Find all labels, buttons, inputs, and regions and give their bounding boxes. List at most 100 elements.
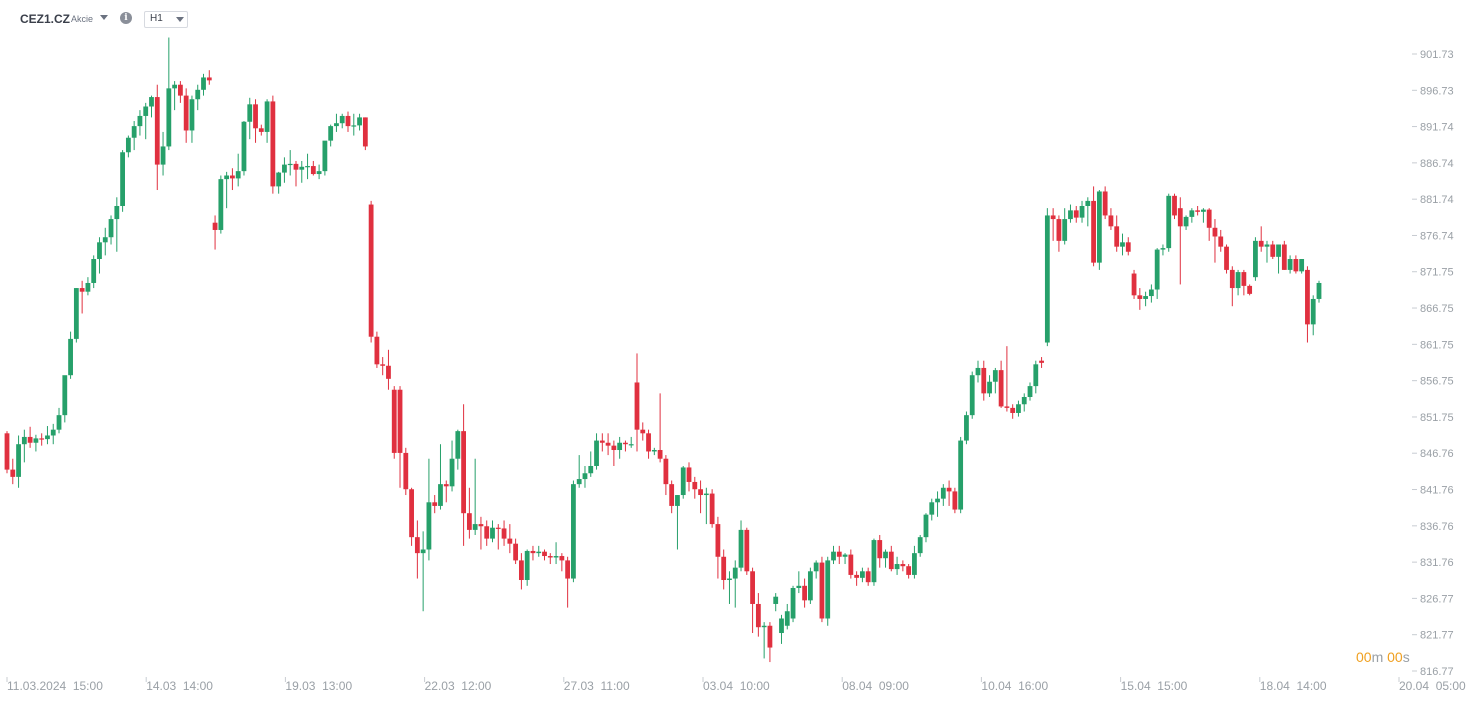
candle-body-down[interactable]: [888, 551, 894, 570]
candle-body-up[interactable]: [68, 338, 73, 376]
candle-body-down[interactable]: [513, 543, 519, 561]
candle-body-down[interactable]: [611, 445, 617, 451]
candle-body-down[interactable]: [1177, 208, 1183, 227]
candle-body-up[interactable]: [536, 551, 542, 554]
candle-body-down[interactable]: [230, 175, 235, 179]
candle-body-down[interactable]: [952, 491, 958, 510]
candle-body-down[interactable]: [542, 551, 547, 557]
candle-body-up[interactable]: [588, 465, 594, 474]
candle-body-up[interactable]: [102, 237, 108, 243]
candle-body-down[interactable]: [657, 450, 663, 459]
candle-body-up[interactable]: [357, 117, 362, 126]
candle-body-down[interactable]: [848, 554, 854, 575]
candle-body-up[interactable]: [172, 84, 178, 89]
candle-body-up[interactable]: [912, 553, 917, 575]
candle-body-up[interactable]: [1143, 296, 1149, 299]
candle-body-up[interactable]: [73, 288, 79, 339]
candle-body-down[interactable]: [715, 524, 721, 557]
candle-body-down[interactable]: [1281, 244, 1287, 270]
candle-body-up[interactable]: [883, 551, 888, 559]
candle-body-down[interactable]: [802, 585, 808, 601]
candle-body-up[interactable]: [571, 484, 576, 579]
candle-body-up[interactable]: [940, 487, 946, 499]
candle-body-up[interactable]: [241, 121, 247, 172]
candle-body-up[interactable]: [449, 458, 455, 487]
candle-body-down[interactable]: [755, 603, 761, 628]
candle-body-up[interactable]: [201, 77, 206, 90]
candle-body-down[interactable]: [443, 484, 449, 487]
candle-body-down[interactable]: [466, 513, 472, 530]
candle-body-down[interactable]: [461, 431, 466, 514]
candle-body-down[interactable]: [1039, 360, 1044, 363]
candle-body-up[interactable]: [276, 172, 282, 187]
candle-body-up[interactable]: [929, 502, 935, 515]
candle-body-up[interactable]: [923, 514, 929, 538]
candle-body-down[interactable]: [270, 101, 276, 187]
candle-body-down[interactable]: [39, 438, 45, 440]
candle-body-up[interactable]: [97, 242, 102, 260]
candle-body-up[interactable]: [426, 502, 432, 550]
candle-body-up[interactable]: [790, 587, 796, 619]
candle-body-down[interactable]: [750, 571, 755, 604]
candle-body-up[interactable]: [490, 527, 495, 539]
candle-body-up[interactable]: [773, 596, 779, 604]
candle-body-down[interactable]: [599, 440, 605, 443]
candle-body-down[interactable]: [623, 442, 628, 445]
candle-body-down[interactable]: [495, 527, 501, 529]
candle-body-up[interactable]: [1062, 219, 1068, 241]
candle-body-up[interactable]: [807, 571, 813, 601]
candle-body-down[interactable]: [1241, 272, 1247, 286]
timeframe-select[interactable]: H1: [144, 11, 188, 28]
candle-body-up[interactable]: [143, 106, 149, 116]
candle-body-up[interactable]: [45, 435, 50, 440]
candle-body-up[interactable]: [1016, 404, 1021, 413]
candle-body-down[interactable]: [258, 128, 264, 132]
candle-body-down[interactable]: [646, 433, 651, 452]
candle-body-down[interactable]: [854, 574, 860, 578]
candle-body-down[interactable]: [547, 556, 553, 558]
candle-body-up[interactable]: [831, 551, 836, 561]
candle-body-up[interactable]: [189, 99, 195, 131]
candle-body-up[interactable]: [813, 562, 819, 572]
candle-body-up[interactable]: [576, 479, 582, 485]
candle-body-down[interactable]: [478, 524, 484, 527]
candle-body-up[interactable]: [1085, 200, 1091, 206]
candle-body-down[interactable]: [507, 538, 513, 544]
candle-body-up[interactable]: [796, 585, 802, 588]
candle-body-up[interactable]: [1201, 209, 1206, 212]
candle-body-down[interactable]: [819, 562, 825, 619]
candle-body-down[interactable]: [1073, 210, 1079, 218]
candle-body-down[interactable]: [640, 429, 646, 434]
candle-body-down[interactable]: [669, 484, 675, 506]
candle-body-down[interactable]: [154, 97, 160, 165]
candle-body-down[interactable]: [391, 389, 397, 453]
candle-body-down[interactable]: [1114, 226, 1120, 247]
candle-body-up[interactable]: [1044, 215, 1050, 343]
candle-body-up[interactable]: [1183, 216, 1189, 227]
candle-body-up[interactable]: [1189, 210, 1195, 217]
candle-body-down[interactable]: [1091, 200, 1096, 263]
candle-body-up[interactable]: [108, 219, 114, 238]
candle-body-up[interactable]: [842, 554, 848, 557]
candle-body-up[interactable]: [339, 115, 345, 124]
candle-body-down[interactable]: [1125, 242, 1131, 252]
candle-body-up[interactable]: [1148, 289, 1154, 297]
candle-body-down[interactable]: [906, 566, 912, 575]
candle-body-up[interactable]: [282, 164, 287, 173]
candle-body-down[interactable]: [403, 452, 409, 490]
candle-body-down[interactable]: [1010, 407, 1016, 413]
candle-body-up[interactable]: [680, 467, 686, 496]
candle-body-down[interactable]: [686, 467, 692, 482]
candle-body-up[interactable]: [1253, 240, 1258, 278]
candle-body-down[interactable]: [709, 493, 715, 525]
candle-body-down[interactable]: [1293, 259, 1299, 272]
candle-body-up[interactable]: [316, 171, 322, 175]
candle-body-down[interactable]: [663, 458, 669, 485]
candle-body-down[interactable]: [362, 117, 368, 147]
candle-body-up[interactable]: [1033, 364, 1039, 387]
candle-body-down[interactable]: [206, 77, 212, 81]
candle-body-down[interactable]: [946, 487, 952, 492]
candle-body-up[interactable]: [1068, 210, 1073, 220]
candle-body-up[interactable]: [1120, 242, 1125, 247]
candle-body-down[interactable]: [484, 526, 490, 539]
